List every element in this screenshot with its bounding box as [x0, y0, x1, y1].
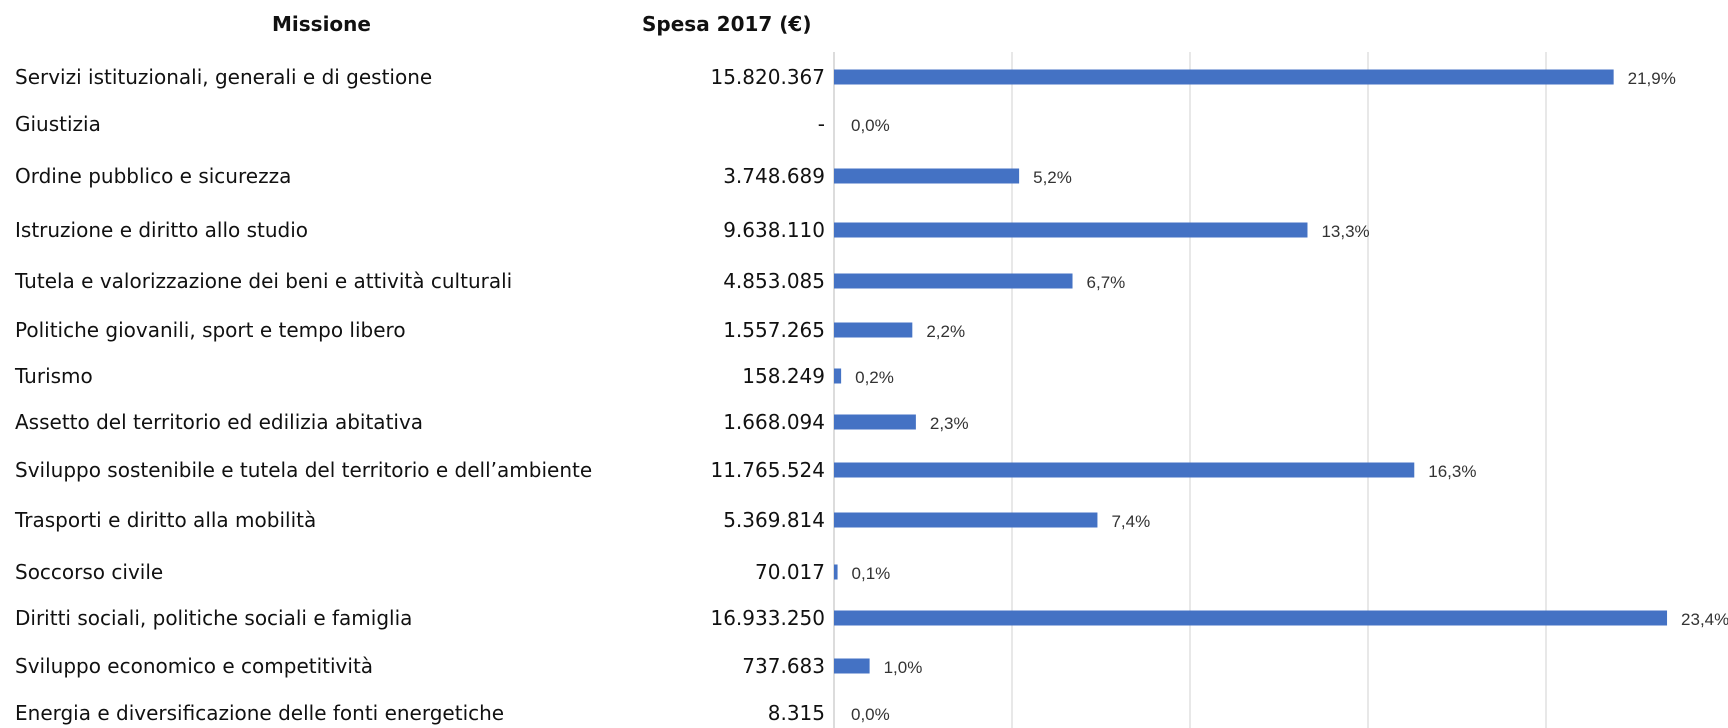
table-row: Energia e diversificazione delle fonti e… [0, 698, 834, 728]
bar-value-label: 5,2% [1033, 168, 1072, 187]
bar [834, 512, 1098, 528]
mission-label: Soccorso civile [15, 560, 164, 584]
amount-value: 70.017 [755, 560, 825, 584]
bar-value-label: 13,3% [1321, 222, 1369, 241]
bar [834, 610, 1668, 626]
table-row: Sviluppo economico e competitività 737.68… [0, 651, 834, 681]
amount-value: 5.369.814 [723, 508, 825, 532]
mission-label: Sviluppo sostenibile e tutela del territ… [15, 458, 593, 482]
bar-value-label: 6,7% [1087, 273, 1126, 292]
bar [834, 322, 913, 338]
table-row: Trasporti e diritto alla mobilità 5.369.8… [0, 505, 834, 535]
mission-label: Sviluppo economico e competitività [15, 654, 374, 678]
mission-label: Tutela e valorizzazione dei beni e attiv… [15, 269, 513, 293]
mission-label: Politiche giovanili, sport e tempo liber… [15, 318, 406, 342]
bar [834, 414, 916, 430]
bar-value-label: 0,0% [851, 705, 890, 724]
table-row: Istruzione e diritto allo studio 9.638.11… [0, 215, 834, 245]
mission-label: Giustizia [15, 112, 101, 136]
bar-value-label: 21,9% [1628, 69, 1676, 88]
table-row: Tutela e valorizzazione dei beni e attiv… [0, 266, 834, 296]
bar [834, 69, 1614, 85]
table-row: Soccorso civile 70.017 [0, 557, 834, 587]
table-row: Ordine pubblico e sicurezza 3.748.689 [0, 161, 834, 191]
table-row: Politiche giovanili, sport e tempo liber… [0, 315, 834, 345]
amount-value: 8.315 [767, 701, 825, 725]
bar-value-label: 23,4% [1681, 610, 1728, 629]
bar [834, 658, 870, 674]
amount-value: 737.683 [742, 654, 825, 678]
bar [834, 564, 838, 580]
mission-label: Energia e diversificazione delle fonti e… [15, 701, 505, 725]
bar-value-label: 1,0% [884, 658, 923, 677]
amount-value: 158.249 [742, 364, 825, 388]
bar-value-label: 2,3% [930, 414, 969, 433]
amount-value: 3.748.689 [723, 164, 825, 188]
table-row: Diritti sociali, politiche sociali e fam… [0, 603, 834, 633]
amount-value: 16.933.250 [710, 606, 825, 630]
table-row: Turismo 158.249 [0, 361, 834, 391]
amount-value: 11.765.524 [710, 458, 825, 482]
amount-value: 1.668.094 [723, 410, 825, 434]
amount-value: 1.557.265 [723, 318, 825, 342]
bar [834, 368, 842, 384]
amount-value: - [817, 112, 825, 136]
bar-value-label: 0,2% [855, 368, 894, 387]
table-row: Sviluppo sostenibile e tutela del territ… [0, 455, 834, 485]
amount-value: 4.853.085 [723, 269, 825, 293]
amount-value: 9.638.110 [723, 218, 825, 242]
mission-label: Turismo [15, 364, 93, 388]
bar [834, 462, 1415, 478]
mission-label: Ordine pubblico e sicurezza [15, 164, 292, 188]
bar-value-label: 16,3% [1428, 462, 1476, 481]
mission-label: Assetto del territorio ed edilizia abita… [15, 410, 424, 434]
bar [834, 273, 1073, 289]
mission-label: Trasporti e diritto alla mobilità [15, 508, 317, 532]
table-row: Servizi istituzionali, generali e di ges… [0, 62, 834, 92]
bar-value-label: 0,0% [851, 116, 890, 135]
column-header-missione: Missione [272, 12, 371, 36]
bar-value-label: 2,2% [926, 322, 965, 341]
mission-label: Istruzione e diritto allo studio [15, 218, 309, 242]
column-header-spesa: Spesa 2017 (€) [642, 12, 812, 36]
bar-value-label: 0,1% [852, 564, 891, 583]
bar [834, 222, 1308, 238]
bar-value-label: 7,4% [1111, 512, 1150, 531]
amount-value: 15.820.367 [710, 65, 825, 89]
table-row: Giustizia - [0, 109, 834, 139]
bar [834, 168, 1020, 184]
table-row: Assetto del territorio ed edilizia abita… [0, 407, 834, 437]
mission-label: Diritti sociali, politiche sociali e fam… [15, 606, 413, 630]
mission-label: Servizi istituzionali, generali e di ges… [15, 65, 433, 89]
